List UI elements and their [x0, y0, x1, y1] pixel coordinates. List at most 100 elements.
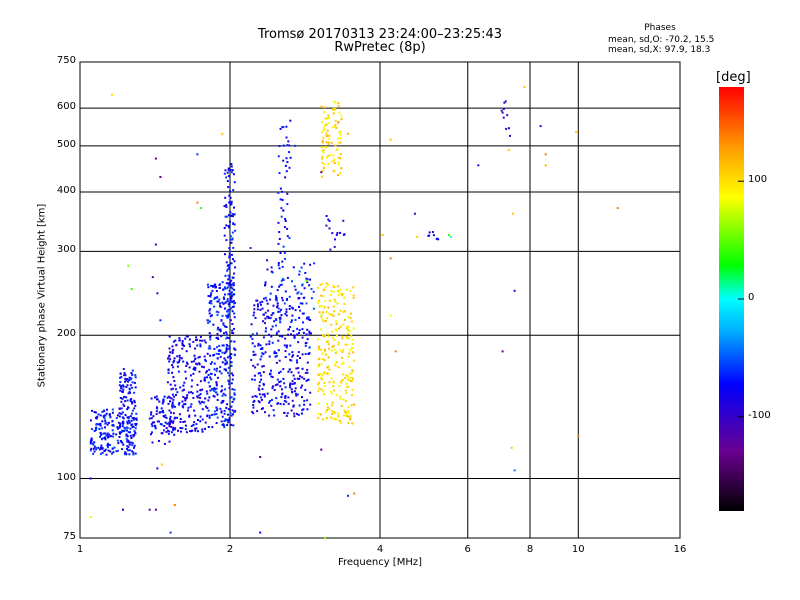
data-point — [99, 452, 102, 455]
data-point — [184, 428, 187, 431]
data-point — [171, 364, 173, 367]
data-point — [334, 101, 337, 104]
data-point — [255, 395, 258, 398]
data-point — [335, 361, 338, 364]
data-point — [281, 260, 284, 263]
data-point — [231, 409, 234, 412]
data-point — [93, 411, 96, 413]
data-point — [170, 420, 173, 423]
data-point — [223, 412, 226, 415]
data-point — [257, 344, 260, 347]
data-point — [324, 285, 327, 288]
data-point — [280, 207, 283, 210]
data-point — [166, 396, 169, 399]
data-point — [233, 347, 236, 350]
data-point — [322, 129, 325, 132]
data-point — [319, 284, 322, 286]
data-point — [185, 365, 188, 367]
data-point — [322, 372, 325, 375]
data-point — [192, 372, 195, 375]
data-point — [324, 411, 327, 413]
data-point — [299, 375, 301, 378]
data-point — [260, 396, 263, 399]
data-point — [220, 372, 223, 375]
data-point — [131, 386, 134, 389]
data-point — [278, 285, 281, 288]
data-point — [258, 393, 261, 396]
data-point — [201, 408, 204, 411]
data-point — [229, 169, 232, 171]
data-point — [229, 412, 232, 415]
data-point — [513, 289, 516, 292]
data-point — [502, 107, 505, 110]
data-point — [316, 383, 319, 386]
data-point — [257, 387, 260, 390]
data-point — [267, 315, 270, 318]
data-point — [234, 266, 237, 269]
data-point — [260, 303, 262, 306]
data-point — [119, 397, 122, 399]
data-point — [257, 342, 260, 345]
data-point — [154, 157, 157, 160]
data-point — [321, 352, 324, 355]
data-point — [127, 392, 130, 395]
data-point — [107, 436, 109, 439]
data-point — [198, 394, 201, 397]
data-point — [228, 310, 231, 313]
data-point — [159, 411, 162, 414]
data-point — [210, 373, 213, 376]
data-point — [275, 297, 278, 299]
data-point — [331, 336, 334, 339]
data-point — [317, 338, 320, 341]
data-point — [173, 417, 176, 420]
data-point — [297, 371, 300, 374]
data-point — [326, 156, 329, 159]
data-point — [165, 431, 168, 433]
data-point — [199, 389, 202, 392]
data-point — [259, 372, 261, 374]
data-point — [219, 328, 222, 331]
data-point — [320, 328, 322, 331]
data-point — [278, 310, 281, 313]
data-point — [223, 357, 226, 360]
data-point — [209, 376, 212, 379]
data-point — [293, 382, 296, 384]
data-point — [322, 389, 325, 392]
data-point — [256, 410, 259, 413]
data-point — [321, 175, 324, 178]
data-point — [228, 313, 231, 316]
data-point — [341, 293, 344, 295]
data-point — [219, 407, 222, 410]
data-point — [231, 323, 234, 325]
data-point — [259, 374, 262, 377]
data-point — [264, 317, 267, 320]
data-point — [131, 402, 134, 405]
data-point — [287, 333, 289, 336]
data-point — [302, 331, 305, 334]
data-point — [336, 412, 339, 415]
data-point — [95, 429, 97, 431]
data-point — [221, 314, 224, 317]
data-point — [349, 290, 352, 292]
data-point — [228, 420, 231, 423]
data-point — [334, 300, 337, 303]
data-point — [277, 191, 280, 194]
data-point — [323, 106, 326, 109]
data-point — [222, 322, 225, 325]
data-point — [168, 360, 171, 363]
data-point — [193, 354, 196, 357]
data-point — [126, 422, 129, 425]
data-point — [228, 283, 231, 286]
data-point — [337, 343, 340, 346]
data-point — [318, 345, 321, 348]
phase-stats-header: Phases — [644, 23, 676, 33]
data-point — [171, 345, 174, 348]
data-point — [229, 356, 232, 359]
data-point — [275, 352, 278, 355]
data-point — [97, 413, 100, 416]
data-point — [224, 418, 227, 421]
data-point — [173, 357, 176, 360]
data-point — [321, 311, 324, 314]
data-point — [323, 166, 326, 169]
data-point — [107, 446, 109, 449]
